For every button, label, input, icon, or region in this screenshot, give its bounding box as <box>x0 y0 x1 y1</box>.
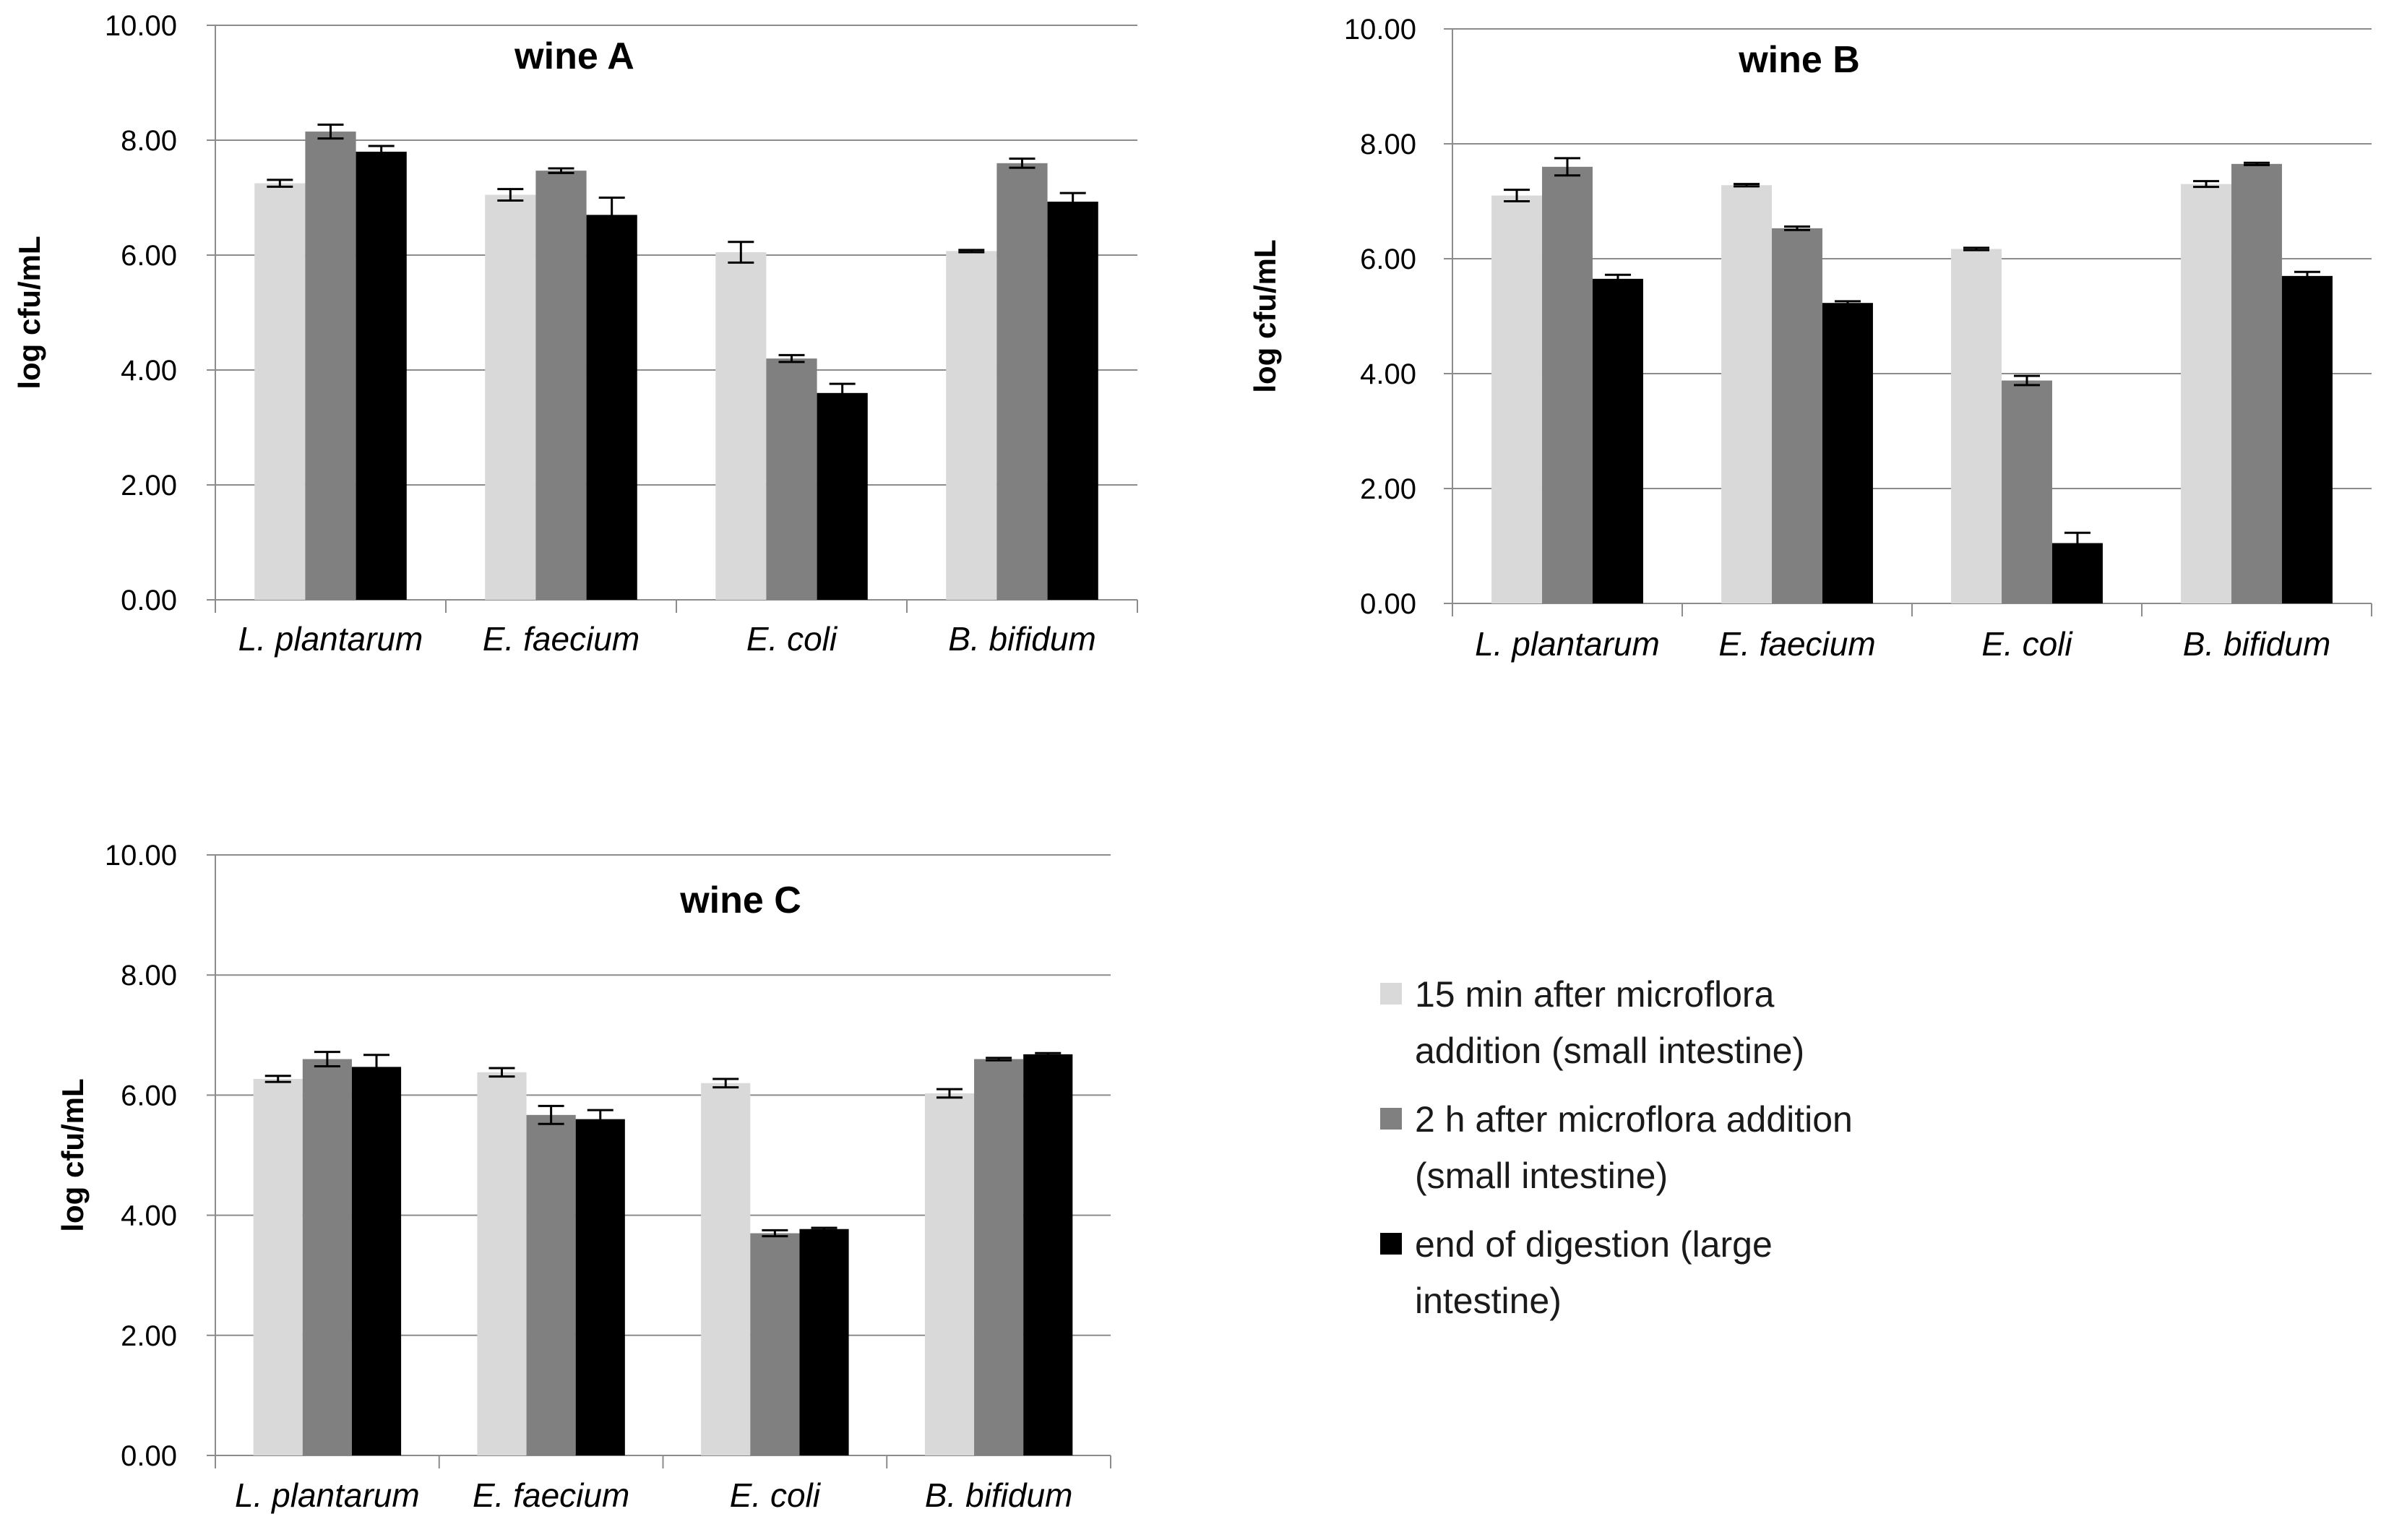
legend-label: intestine) <box>1415 1281 1562 1321</box>
y-axis-label: log cfu/mL <box>1248 239 1282 392</box>
y-tick-label: 2.00 <box>121 1320 177 1352</box>
y-tick-label: 6.00 <box>121 240 177 272</box>
bar <box>750 1233 800 1455</box>
bar <box>1491 195 1543 603</box>
x-category-label: E. coli <box>1981 625 2073 663</box>
bar <box>924 1093 975 1455</box>
legend-label: end of digestion (large <box>1415 1224 1773 1265</box>
bar <box>946 251 997 600</box>
chart-wine-b: 0.00 2.00 4.00 6.00 8.00 10.00 L. plantarum E. … <box>1248 14 2372 663</box>
bar <box>356 151 407 600</box>
bar <box>701 1083 751 1455</box>
bar <box>302 1059 352 1455</box>
legend-label: (small intestine) <box>1415 1156 1668 1196</box>
bar <box>2181 184 2232 603</box>
bar <box>526 1114 576 1455</box>
x-category-label: E. faecium <box>483 620 640 658</box>
legend: 15 min after microflora addition (small i… <box>1380 974 1853 1321</box>
bar <box>253 1078 303 1455</box>
bar <box>1047 202 1098 600</box>
chart-wine-c: 0.00 2.00 4.00 6.00 8.00 10.00 L. plantarum E. … <box>56 840 1111 1514</box>
y-tick-label: 10.00 <box>105 10 177 42</box>
bar <box>586 215 637 601</box>
bar <box>974 1059 1024 1455</box>
legend-swatch <box>1380 983 1402 1005</box>
x-category-label: B. bifidum <box>2183 625 2331 663</box>
bar <box>1721 185 1773 603</box>
bar <box>996 163 1048 601</box>
x-category-label: E. faecium <box>473 1476 629 1514</box>
x-category-label: E. faecium <box>1718 625 1875 663</box>
x-category-label: E. coli <box>730 1476 822 1514</box>
y-tick-label: 10.00 <box>105 840 177 872</box>
bar <box>799 1229 849 1455</box>
x-category-label: L. plantarum <box>1475 625 1660 663</box>
bar <box>2281 275 2333 603</box>
bar <box>1772 228 1822 603</box>
y-tick-label: 2.00 <box>1360 473 1416 505</box>
y-tick-label: 6.00 <box>121 1080 177 1111</box>
y-tick-label: 8.00 <box>121 125 177 157</box>
bar <box>535 171 587 600</box>
y-tick-label: 6.00 <box>1360 244 1416 275</box>
x-category-label: B. bifidum <box>948 620 1096 658</box>
x-category-label: B. bifidum <box>925 1476 1073 1514</box>
y-tick-label: 0.00 <box>1360 588 1416 620</box>
chart-title: wine A <box>514 35 634 77</box>
bar <box>1542 166 1593 604</box>
bar <box>485 194 536 600</box>
bar <box>575 1119 625 1455</box>
y-tick-label: 0.00 <box>121 1440 177 1472</box>
chart-title: wine C <box>679 879 801 921</box>
bar <box>817 392 868 600</box>
bar <box>766 358 817 600</box>
y-tick-label: 0.00 <box>121 585 177 616</box>
y-tick-label: 10.00 <box>1344 14 1416 46</box>
y-tick-label: 4.00 <box>121 355 177 387</box>
bar <box>1592 278 1643 603</box>
chart-title: wine B <box>1738 39 1860 81</box>
y-axis-label: log cfu/mL <box>12 236 46 389</box>
legend-label: 2 h after microflora addition <box>1415 1099 1853 1140</box>
y-tick-label: 4.00 <box>121 1200 177 1232</box>
legend-label: 15 min after microflora <box>1415 974 1775 1015</box>
y-tick-label: 8.00 <box>1360 129 1416 160</box>
bar <box>2002 380 2052 603</box>
bar <box>1023 1054 1073 1455</box>
chart-wine-a: 0.00 2.00 4.00 6.00 8.00 10.00 L. plantarum E. … <box>12 10 1138 658</box>
bar <box>351 1067 402 1455</box>
bar <box>305 132 356 600</box>
bar <box>254 183 306 600</box>
y-tick-label: 4.00 <box>1360 358 1416 390</box>
y-tick-label: 8.00 <box>121 960 177 991</box>
x-category-label: E. coli <box>746 620 838 658</box>
legend-swatch <box>1380 1233 1402 1255</box>
legend-label: addition (small intestine) <box>1415 1031 1804 1071</box>
x-category-label: L. plantarum <box>238 620 423 658</box>
y-tick-label: 2.00 <box>121 470 177 502</box>
bar <box>1822 303 1873 603</box>
legend-swatch <box>1380 1108 1402 1130</box>
bar <box>715 252 767 600</box>
y-axis-label: log cfu/mL <box>56 1078 90 1231</box>
bar <box>477 1072 527 1455</box>
bar <box>1951 249 2002 603</box>
bar <box>2231 163 2282 603</box>
x-category-label: L. plantarum <box>235 1476 420 1514</box>
